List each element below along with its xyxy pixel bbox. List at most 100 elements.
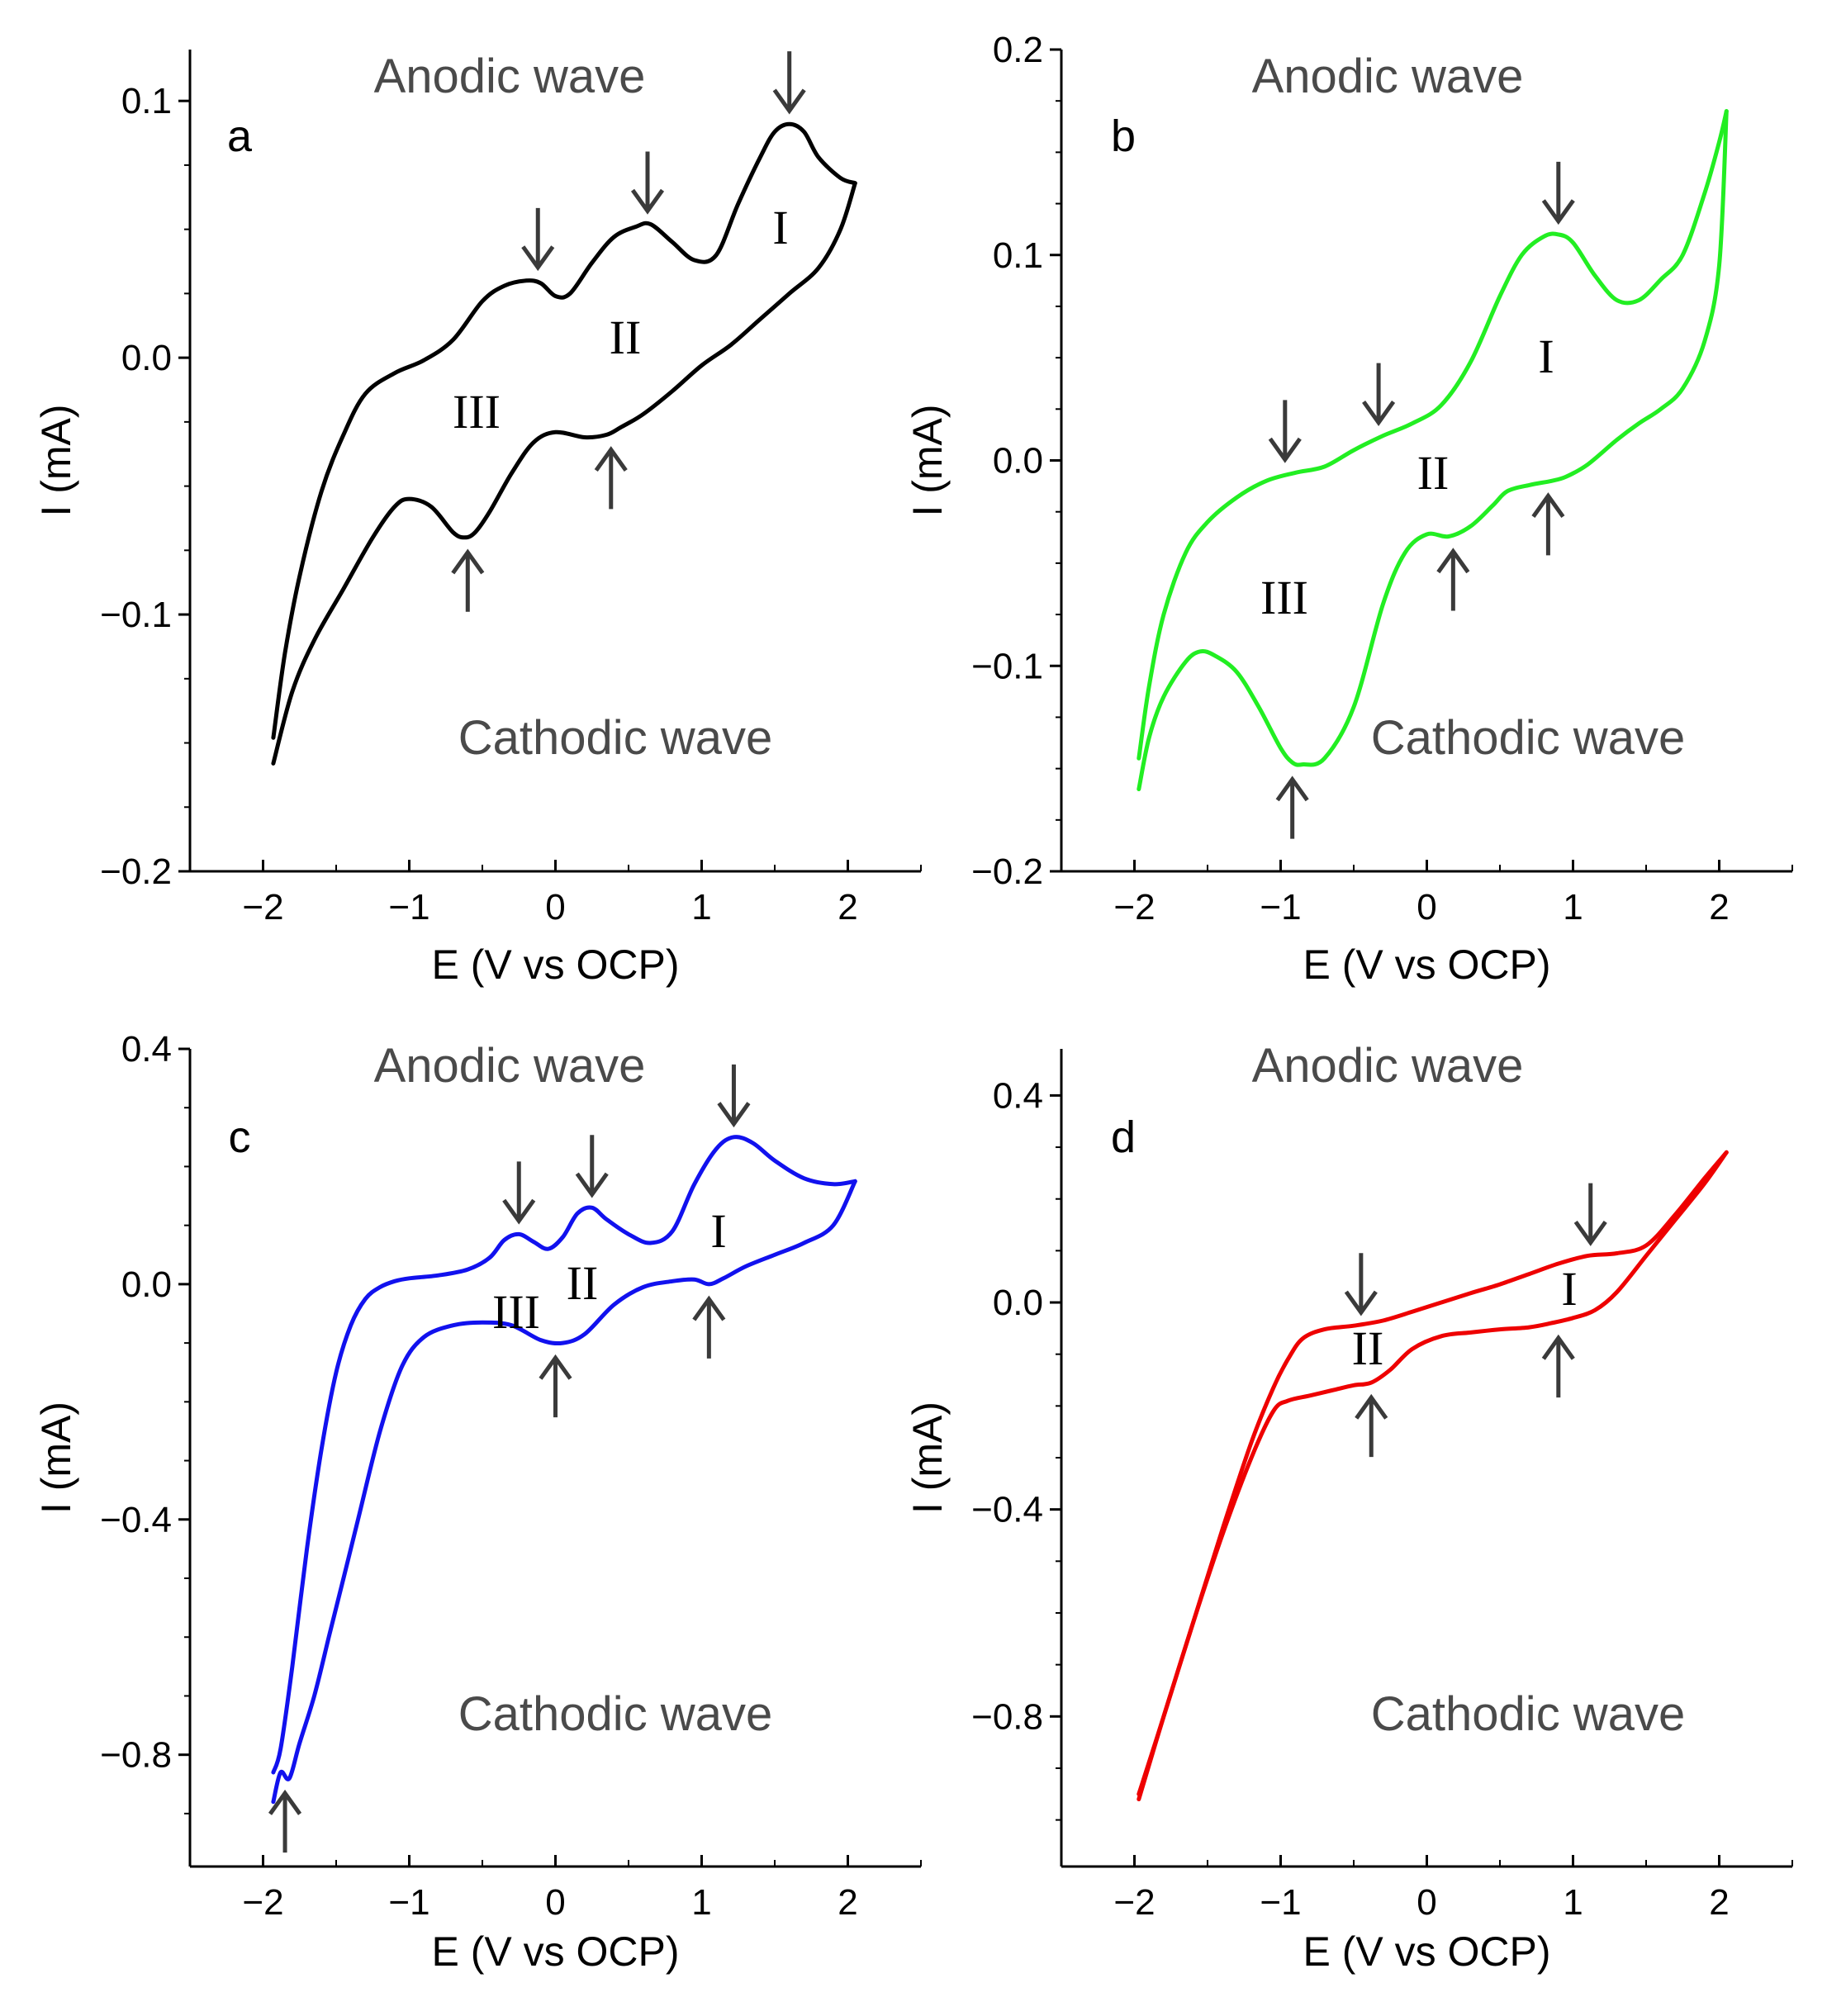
arrow-head [630,188,665,215]
x-tick-label: 1 [691,1882,711,1923]
cathodic-curve [1137,109,1729,791]
up-arrow-icon [1355,1393,1388,1458]
x-tick-label: 0 [545,887,565,927]
up-arrow-icon [594,446,628,510]
peak-label-ii: II [567,1256,599,1310]
down-arrow-icon [521,207,555,272]
x-tick-label: 1 [691,887,711,927]
panel-c: −2 −1 0 1 2 −0.8 −0.4 0.0 0.4 E (V vs OCP) I (mA) A… [33,1029,922,1975]
arrow-head [717,1102,751,1128]
y-tick-label: −0.4 [971,1490,1043,1530]
panel-d: −2 −1 0 1 2 −0.8 −0.4 0.0 0.4 E (V vs OCP) I (mA) A… [904,1039,1793,1975]
x-axis-title: E (V vs OCP) [431,942,679,988]
down-arrow-icon [1573,1183,1607,1246]
x-tick-label: −1 [388,887,429,927]
up-arrow-icon [1541,1334,1575,1398]
arrow-head [1344,1290,1378,1316]
y-tick-label: 0.0 [121,338,172,378]
x-tick-label: −2 [242,887,283,927]
arrow-head [575,1172,609,1198]
arrow-head [1268,437,1302,463]
y-axis-title: I (mA) [904,404,951,516]
x-tick-label: −2 [242,1882,283,1923]
x-tick-label: 1 [1563,1882,1583,1923]
arrow-head [594,446,628,472]
up-arrow-icon [451,548,485,612]
up-arrow-icon [1275,776,1309,839]
down-arrow-icon [630,151,665,215]
up-arrow-icon [268,1789,302,1853]
y-tick-label: 0.2 [993,30,1043,70]
arrow-head [539,1354,572,1380]
arrow-head [502,1198,536,1225]
arrow-head [1362,400,1396,426]
y-tick-label: 0.4 [993,1075,1043,1116]
arrow-head [1436,548,1470,574]
y-tick-label: −0.2 [971,851,1043,892]
panel-letter: b [1111,111,1136,161]
cathodic-wave-label: Cathodic wave [1371,1687,1685,1741]
panel-letter: d [1111,1112,1136,1162]
peak-label-ii: II [1352,1321,1384,1375]
y-tick-label: 0.0 [121,1264,172,1305]
x-tick-label: −1 [1260,1882,1301,1923]
arrow-head [772,88,806,115]
peak-label-ii: II [1417,446,1450,500]
down-arrow-icon [1268,400,1302,463]
y-tick-label: 0.0 [993,1283,1043,1323]
y-tick-label: −0.1 [971,646,1043,686]
down-arrow-icon [1541,161,1575,225]
x-tick-label: −2 [1113,887,1155,927]
x-tick-label: 2 [1709,1882,1729,1923]
y-tick-label: −0.2 [100,851,172,892]
cathodic-curve [271,181,857,766]
x-tick-label: −1 [1260,887,1301,927]
up-arrow-icon [1436,548,1470,611]
y-tick-label: −0.4 [100,1500,172,1540]
x-tick-label: 0 [1417,887,1436,927]
anodic-wave-label: Anodic wave [1252,1039,1524,1093]
x-tick-label: 0 [1417,1882,1436,1923]
y-tick-label: −0.8 [971,1696,1043,1737]
down-arrow-icon [717,1064,751,1128]
up-arrow-icon [1531,492,1565,556]
up-arrow-icon [692,1295,726,1359]
arrow-head [1531,492,1565,519]
down-arrow-icon [1344,1253,1378,1316]
peak-label-iii: III [1260,571,1308,624]
down-arrow-icon [1362,363,1396,426]
y-tick-label: 0.1 [993,235,1043,276]
cathodic-curve [1137,1150,1729,1796]
peak-label-i: I [1538,330,1554,383]
y-tick-label: 0.1 [121,81,172,121]
x-tick-label: 2 [838,887,857,927]
x-axis-title: E (V vs OCP) [1303,1928,1550,1975]
down-arrow-icon [502,1161,536,1225]
anodic-wave-label: Anodic wave [1252,50,1524,103]
peak-label-i: I [1561,1262,1577,1316]
y-tick-label: −0.1 [100,595,172,635]
arrow-head [692,1295,726,1321]
x-tick-label: −2 [1113,1882,1155,1923]
y-tick-label: −0.8 [100,1735,172,1776]
arrow-head [1275,776,1309,802]
x-axis-title: E (V vs OCP) [431,1928,679,1975]
arrow-head [451,548,485,575]
peak-label-ii: II [610,311,642,364]
panel-letter: a [227,111,253,161]
arrow-head [1541,1334,1575,1360]
arrow-head [1355,1393,1388,1420]
cathodic-wave-label: Cathodic wave [1371,711,1685,765]
x-tick-label: 2 [838,1882,857,1923]
x-tick-label: 1 [1563,887,1583,927]
arrow-head [268,1789,302,1815]
down-arrow-icon [772,51,806,115]
y-tick-label: 0.0 [993,441,1043,481]
down-arrow-icon [575,1135,609,1198]
cathodic-wave-label: Cathodic wave [458,711,772,765]
peak-label-iii: III [492,1285,540,1339]
x-axis-title: E (V vs OCP) [1303,942,1550,988]
panel-letter: c [229,1112,251,1162]
peak-label-iii: III [453,385,501,439]
